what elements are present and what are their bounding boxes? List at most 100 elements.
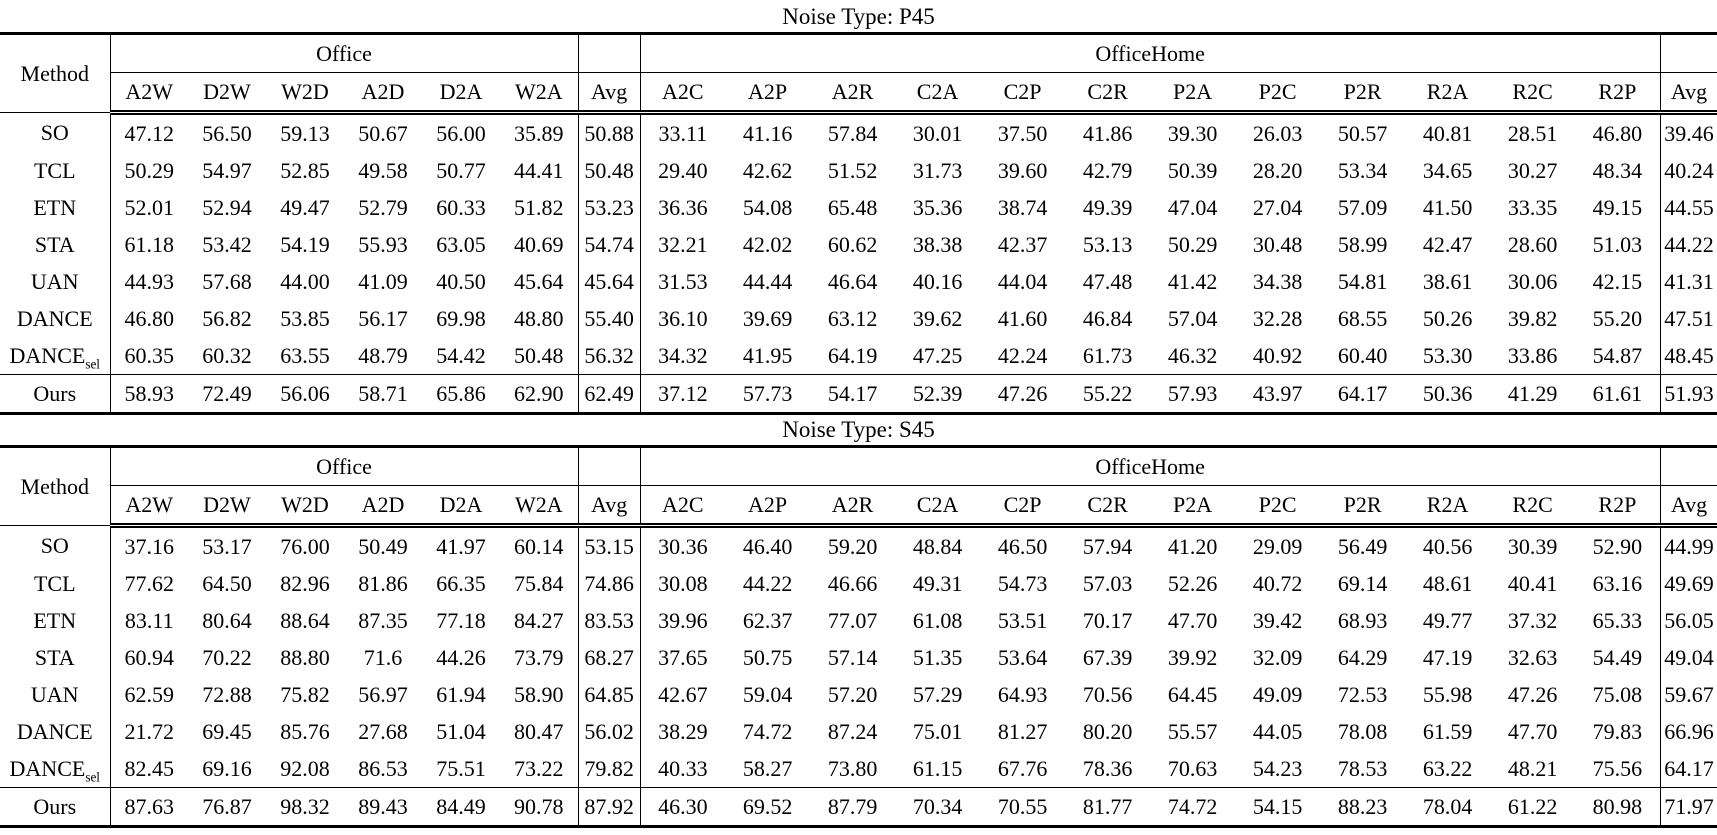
- cell-officehome: 41.20: [1167, 534, 1218, 559]
- cell-officehome: 69.14: [1337, 571, 1388, 596]
- table-body: SO 47.12 56.50 59.13 50.67 56.00 35.89 50.88 33.…: [0, 112, 1717, 414]
- cell-officehome: 51.03: [1592, 232, 1643, 257]
- cell-office: 88.80: [280, 645, 330, 670]
- cell-officehome: 39.82: [1507, 306, 1558, 331]
- cell-officehome: 57.03: [1082, 571, 1133, 596]
- cell-officehome: 50.75: [742, 645, 793, 670]
- cell-officehome: 30.06: [1507, 269, 1558, 294]
- cell-office-avg: 87.92: [577, 787, 641, 827]
- cell-office: 52.79: [358, 195, 408, 220]
- cell-officehome: 40.81: [1422, 121, 1473, 146]
- cell-office: 84.27: [514, 608, 564, 633]
- cell-officehome: 55.20: [1592, 306, 1643, 331]
- cell-officehome: 40.41: [1507, 571, 1558, 596]
- cell-officehome: 36.36: [658, 195, 708, 220]
- cell-officehome: 48.34: [1592, 158, 1643, 183]
- cell-officehome: 65.33: [1592, 608, 1643, 633]
- cell-officehome-avg: 47.51: [1659, 300, 1717, 337]
- col-header-office: A2W: [110, 485, 188, 528]
- cell-officehome: 39.42: [1252, 608, 1303, 633]
- cell-office: 82.96: [280, 571, 330, 596]
- cell-officehome: 70.56: [1082, 682, 1133, 707]
- cell-officehome: 48.21: [1507, 756, 1558, 781]
- cell-officehome: 41.95: [742, 343, 793, 368]
- cell-officehome: 48.61: [1422, 571, 1473, 596]
- cell-officehome: 64.93: [997, 682, 1048, 707]
- cell-office-avg: 53.23: [577, 189, 641, 226]
- cell-office: 60.33: [436, 195, 486, 220]
- noise-table-s45: Noise Type: S45 Method Office OfficeHome A2…: [0, 415, 1717, 828]
- cell-officehome: 30.39: [1507, 534, 1558, 559]
- cell-officehome: 77.07: [827, 608, 878, 633]
- header-cols-row: A2W D2W W2D A2D D2A W2A Avg A2C A2P A2R C2A C2P C2R P…: [0, 485, 1717, 528]
- cell-officehome: 42.67: [658, 682, 708, 707]
- cell-office: 71.6: [363, 645, 403, 670]
- cell-office: 52.85: [280, 158, 330, 183]
- table-row: UAN 44.93 57.68 44.00 41.09 40.50 45.64 45.64 31…: [0, 263, 1717, 300]
- cell-office: 54.42: [436, 343, 486, 368]
- cell-officehome: 70.55: [980, 787, 1066, 827]
- cell-officehome: 57.14: [827, 645, 878, 670]
- cell-officehome: 87.79: [810, 787, 896, 827]
- cell-officehome: 28.20: [1252, 158, 1303, 183]
- cell-officehome: 42.79: [1082, 158, 1133, 183]
- cell-office: 52.94: [202, 195, 252, 220]
- cell-office: 88.64: [280, 608, 330, 633]
- table-row: Ours 58.93 72.49 56.06 58.71 65.86 62.90 62.49 3…: [0, 374, 1717, 414]
- cell-officehome: 70.63: [1167, 756, 1218, 781]
- cell-officehome: 64.17: [1320, 374, 1406, 414]
- cell-officehome: 67.76: [997, 756, 1048, 781]
- method-name: Ours: [0, 374, 111, 414]
- cell-office-avg: 50.48: [577, 152, 641, 189]
- cell-officehome: 41.16: [742, 121, 793, 146]
- cell-officehome: 62.37: [742, 608, 793, 633]
- cell-office: 44.26: [436, 645, 486, 670]
- cell-office: 44.00: [280, 269, 330, 294]
- cell-officehome: 37.50: [997, 121, 1048, 146]
- cell-office: 41.97: [436, 534, 486, 559]
- cell-office: 47.12: [124, 121, 175, 146]
- cell-officehome: 29.40: [658, 158, 708, 183]
- cell-officehome: 34.65: [1422, 158, 1473, 183]
- cell-office: 60.35: [124, 343, 175, 368]
- col-header-officehome: A2P: [725, 485, 811, 528]
- cell-officehome: 72.53: [1337, 682, 1388, 707]
- cell-office: 58.93: [110, 374, 188, 414]
- cell-office: 60.32: [202, 343, 252, 368]
- cell-officehome: 32.21: [658, 232, 708, 257]
- cell-officehome: 34.32: [658, 343, 708, 368]
- cell-officehome: 73.80: [827, 756, 878, 781]
- method-name: Ours: [0, 787, 111, 827]
- table-header: Method Office OfficeHome A2W D2W W2D A2D D2A W2A…: [0, 446, 1717, 528]
- cell-officehome-avg: 44.55: [1659, 189, 1717, 226]
- cell-office-avg: 45.64: [577, 263, 641, 300]
- cell-officehome: 41.42: [1167, 269, 1218, 294]
- cell-officehome: 78.36: [1082, 756, 1133, 781]
- cell-office: 66.35: [436, 571, 486, 596]
- cell-office: 56.82: [202, 306, 252, 331]
- cell-office: 44.41: [514, 158, 564, 183]
- cell-office-avg: 56.02: [577, 713, 641, 750]
- cell-officehome: 81.27: [997, 719, 1048, 744]
- cell-office: 80.64: [202, 608, 252, 633]
- cell-officehome: 44.22: [742, 571, 793, 596]
- cell-officehome: 30.01: [912, 121, 963, 146]
- cell-officehome: 49.31: [912, 571, 963, 596]
- cell-officehome: 61.22: [1490, 787, 1576, 827]
- col-header-officehome: R2C: [1490, 485, 1576, 528]
- col-header-officehome: P2A: [1150, 72, 1236, 115]
- cell-officehome: 34.38: [1252, 269, 1303, 294]
- cell-office: 76.87: [188, 787, 266, 827]
- table-row: ETN 52.01 52.94 49.47 52.79 60.33 51.82 53.23 36…: [0, 189, 1717, 226]
- col-header-office: D2A: [422, 72, 500, 115]
- col-header-officehome: A2R: [810, 485, 896, 528]
- cell-officehome: 75.08: [1592, 682, 1643, 707]
- cell-officehome: 54.08: [742, 195, 793, 220]
- cell-office-avg: 53.15: [577, 525, 641, 565]
- cell-office: 76.00: [280, 534, 330, 559]
- cell-officehome: 42.47: [1422, 232, 1473, 257]
- cell-officehome: 40.16: [912, 269, 963, 294]
- cell-officehome: 44.05: [1252, 719, 1303, 744]
- cell-officehome: 55.98: [1422, 682, 1473, 707]
- cell-officehome: 38.38: [912, 232, 963, 257]
